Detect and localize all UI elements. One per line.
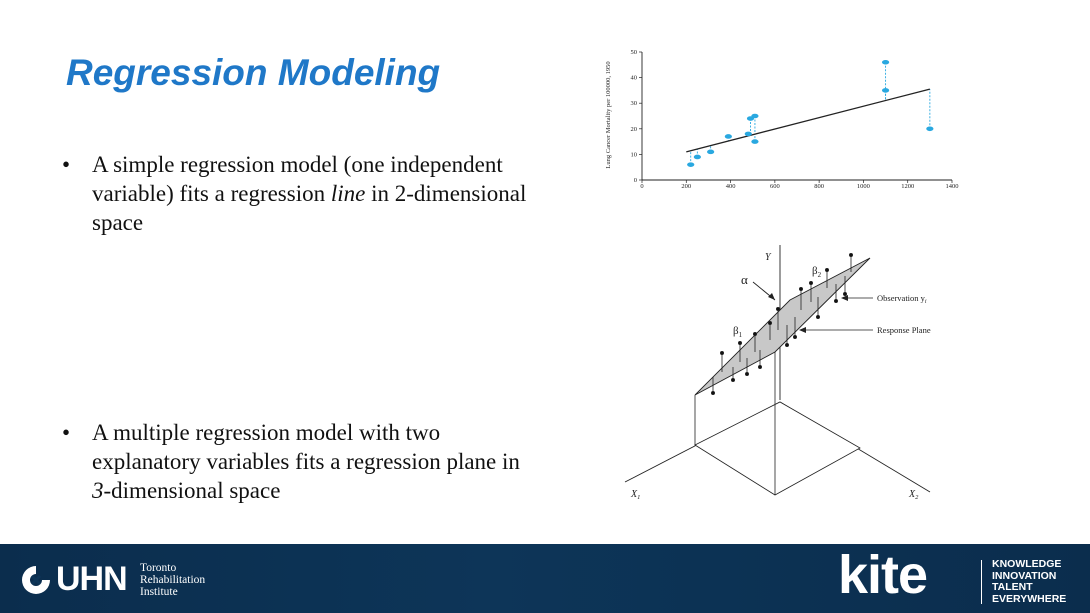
residual-lines — [690, 62, 931, 165]
observation-arrowhead — [841, 295, 848, 301]
x-tick-label: 800 — [814, 183, 824, 190]
bullet-text-part: in 2-dimensional space — [92, 181, 527, 235]
x-tick-label: 200 — [681, 183, 691, 190]
uhn-wordmark: UHN — [56, 560, 128, 598]
data-point — [926, 126, 934, 132]
data-point — [724, 134, 732, 139]
beta2-label: β2 — [812, 265, 822, 279]
bullet-text-part: A multiple regression model with two exp… — [92, 420, 520, 474]
y-axis-letter: Y — [765, 252, 772, 263]
logo-divider — [981, 560, 982, 604]
bullet-text: A multiple regression model with two exp… — [92, 418, 532, 505]
chart-axes — [641, 52, 952, 181]
kite-tagline-line: INNOVATION — [992, 569, 1057, 582]
x-tick-label: 1000 — [857, 183, 870, 190]
observations — [711, 252, 853, 395]
data-point — [744, 131, 752, 137]
uhn-subtitle: Toronto Rehabilitation Institute — [140, 562, 205, 598]
x-tick-label: 1200 — [901, 183, 914, 190]
uhn-subtitle-line: Rehabilitation — [140, 574, 206, 586]
x2-axis-letter: X2 — [908, 489, 919, 501]
x1-axis-letter: X1 — [630, 489, 640, 501]
observation-label: Observation yi — [877, 293, 927, 305]
alpha-arrowhead — [768, 293, 775, 300]
bullet-text-emphasis: 3 — [92, 478, 104, 503]
alpha-label: α — [741, 272, 748, 287]
y-tick-label: 30 — [631, 100, 638, 107]
x-tick-label: 400 — [726, 183, 736, 190]
response-plane — [694, 257, 871, 396]
y-axis-label: Lung Cancer Mortality per 100000, 1950 — [605, 61, 612, 168]
kite-logo: kite KNOWLEDGE INNOVATION TALENT EVERYWH… — [838, 545, 1078, 608]
data-points — [687, 59, 934, 167]
beta1-label: β1 — [733, 325, 743, 339]
uhn-subtitle-line: Toronto — [140, 562, 177, 574]
x-tick-label: 1400 — [946, 183, 959, 190]
bullet-marker: • — [62, 420, 71, 445]
bullet-marker: • — [62, 152, 71, 177]
uhn-swirl-icon — [22, 566, 50, 594]
chart-ticks: 0 200 400 600 800 1000 1200 1400 0 10 20 30 40 50 — [631, 49, 959, 190]
kite-wordmark: kite — [838, 545, 928, 605]
data-point — [751, 113, 759, 119]
bullet-item: • A multiple regression model with two e… — [62, 418, 532, 505]
scatter-chart: 0 200 400 600 800 1000 1200 1400 0 10 20 30 40 50 Lun… — [605, 49, 959, 190]
x-tick-label: 600 — [770, 183, 780, 190]
data-point — [881, 88, 890, 93]
y-tick-label: 20 — [631, 126, 638, 133]
data-point — [693, 154, 701, 160]
bullet-item: • A simple regression model (one indepen… — [62, 150, 532, 237]
bullet-text-part: -dimensional space — [103, 478, 281, 503]
data-point — [881, 59, 890, 65]
kite-tagline: KNOWLEDGE INNOVATION TALENT EVERYWHERE — [992, 558, 1067, 605]
regression-plane-diagram: Y α β2 β1 Observation yi Response Plane … — [624, 245, 931, 501]
data-point — [707, 149, 715, 155]
data-point — [751, 139, 759, 144]
kite-tagline-line: EVERYWHERE — [992, 592, 1067, 605]
kite-tagline-line: TALENT — [992, 581, 1033, 593]
uhn-logo: UHN Toronto Rehabilitation Institute — [20, 558, 220, 600]
y-tick-label: 10 — [631, 151, 638, 158]
response-plane-label: Response Plane — [877, 325, 931, 335]
data-point — [687, 162, 695, 167]
x-tick-label: 0 — [640, 183, 643, 190]
plane-arrowhead — [799, 327, 806, 333]
footer-bar: UHN Toronto Rehabilitation Institute kit… — [0, 544, 1090, 613]
kite-tagline-line: KNOWLEDGE — [992, 558, 1062, 570]
y-tick-label: 50 — [631, 49, 638, 56]
slide-title: Regression Modeling — [66, 52, 441, 93]
bullet-text-emphasis: line — [330, 181, 366, 206]
base-projection — [694, 401, 861, 496]
bullet-text: A simple regression model (one independe… — [92, 150, 532, 237]
uhn-subtitle-line: Institute — [140, 586, 178, 598]
y-tick-label: 40 — [631, 75, 638, 82]
bullet-text-part: A simple regression model (one independe… — [92, 152, 503, 206]
regression-line — [686, 88, 931, 153]
y-tick-label: 0 — [634, 177, 637, 184]
